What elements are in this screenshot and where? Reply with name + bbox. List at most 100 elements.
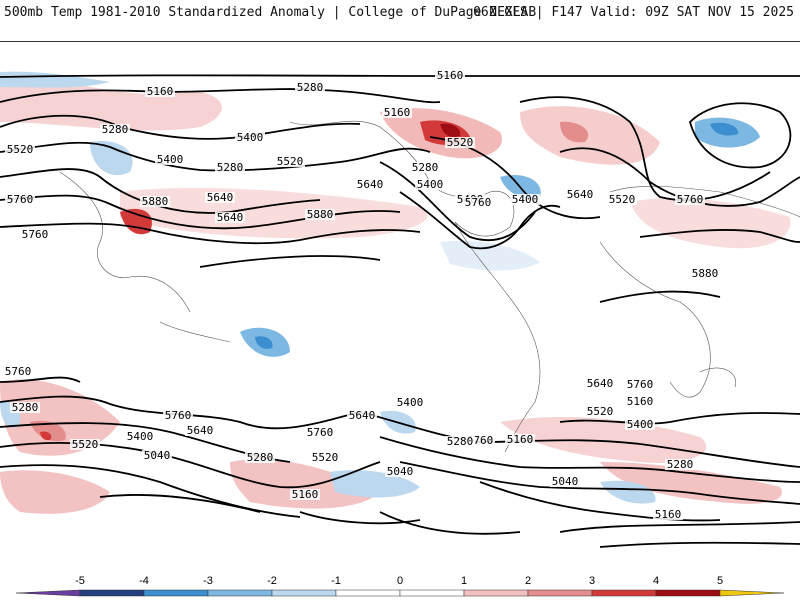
contour-label: 5760	[5, 193, 35, 206]
contour-label-text: 5760	[165, 409, 192, 422]
contour-label: 5160	[435, 69, 465, 82]
contour-label-text: 5880	[692, 267, 719, 280]
contour-label-text: 5520	[312, 451, 339, 464]
contour-label-text: 5280	[102, 123, 129, 136]
contour-label: 5640	[565, 188, 595, 201]
contour-label-text: 5160	[627, 395, 654, 408]
colorbar-tick-label: 2	[525, 575, 531, 587]
contour-label-text: 5160	[437, 69, 464, 82]
contour-label: 5280	[445, 435, 475, 448]
contour-label-text: 5760	[5, 365, 32, 378]
colorbar-swatch	[79, 589, 145, 597]
colorbar-swatch	[143, 589, 209, 597]
contour-label: 5280	[215, 161, 245, 174]
contour-label: 5400	[235, 131, 265, 144]
contour-label: 5400	[625, 418, 655, 431]
contour-label: 5160	[382, 106, 412, 119]
colorbar-swatch	[335, 589, 401, 597]
contour-label-text: 5640	[217, 211, 244, 224]
contour-label: 5160	[653, 508, 683, 521]
colorbar-tick-label: 0	[397, 575, 403, 587]
contour-label-text: 5640	[187, 424, 214, 437]
contour-label-text: 5400	[417, 178, 444, 191]
contour-label: 5160	[625, 395, 655, 408]
colorbar-swatch	[719, 589, 785, 597]
contour-label: 5280	[245, 451, 275, 464]
contour-label-text: 5520	[587, 405, 614, 418]
contour-label: 5640	[355, 178, 385, 191]
contour-label: 5520	[70, 438, 100, 451]
contour-label-text: 5280	[217, 161, 244, 174]
contour-label-text: 5640	[349, 409, 376, 422]
contour-label: 5760	[675, 193, 705, 206]
contour-label: 5280	[100, 123, 130, 136]
contour-label: 5760	[305, 426, 335, 439]
contour-label-text: 5520	[72, 438, 99, 451]
contour-label-text: 5160	[507, 433, 534, 446]
colorbar-swatch	[15, 589, 81, 597]
contour-label: 5760	[20, 228, 50, 241]
contour-label: 5520	[275, 155, 305, 168]
contour-label: 5160	[145, 85, 175, 98]
contour-label-text: 5280	[447, 435, 474, 448]
contour-label: 5400	[415, 178, 445, 191]
contour-label-text: 5760	[627, 378, 654, 391]
contour-label: 5640	[185, 424, 215, 437]
contour-label-text: 5160	[384, 106, 411, 119]
anomaly-map: 5160 5160 5280 5280 5400 5520 5400 5280 5520 5640…	[0, 42, 800, 560]
contour-label: 5520	[445, 136, 475, 149]
contour-label-text: 5040	[144, 449, 171, 462]
contour-label-text: 5520	[447, 136, 474, 149]
contour-label: 5280	[10, 401, 40, 414]
colorbar-swatch	[463, 589, 529, 597]
contour-label: 5880	[305, 208, 335, 221]
contour-label-text: 5400	[127, 430, 154, 443]
contour-label: 5520	[310, 451, 340, 464]
anomaly-shading	[0, 42, 800, 560]
contour-label: 5880	[690, 267, 720, 280]
contour-label-group: 5160 5160 5280 5280 5400 5520 5400 5280 5520 5640…	[3, 69, 720, 521]
contour-label-text: 5760	[465, 196, 492, 209]
contour-label: 5400	[395, 396, 425, 409]
colorbar-swatch	[399, 589, 465, 597]
contour-label: 5760	[463, 196, 493, 209]
colorbar-tick-label: 3	[589, 575, 595, 587]
contour-label: 5520	[607, 193, 637, 206]
contour-label-text: 5280	[297, 81, 324, 94]
contour-label-text: 5640	[567, 188, 594, 201]
contour-label-text: 5520	[7, 143, 34, 156]
contour-label-text: 5760	[7, 193, 34, 206]
contour-label: 5400	[125, 430, 155, 443]
coastlines	[59, 120, 800, 453]
contour-label-text: 5640	[587, 377, 614, 390]
contour-label: 5400	[155, 153, 185, 166]
contour-label-text: 5160	[147, 85, 174, 98]
contour-label-text: 5640	[207, 191, 234, 204]
contour-label: 5880	[140, 195, 170, 208]
contour-label-text: 5400	[627, 418, 654, 431]
contour-label-text: 5520	[277, 155, 304, 168]
contour-label: 5520	[585, 405, 615, 418]
colorbar-swatch	[655, 589, 721, 597]
contour-label-text: 5400	[397, 396, 424, 409]
contour-label-text: 5880	[142, 195, 169, 208]
contour-label: 5280	[665, 458, 695, 471]
contour-label-text: 5880	[307, 208, 334, 221]
contour-label: 5280	[410, 161, 440, 174]
colorbar-tick-label: -4	[139, 575, 149, 587]
contour-label-text: 5280	[12, 401, 39, 414]
colorbar-swatch	[591, 589, 657, 597]
map-title: 500mb Temp 1981-2010 Standardized Anomal…	[4, 5, 537, 20]
colorbar-swatch	[527, 589, 593, 597]
colorbar-tick-label: -3	[203, 575, 213, 587]
contour-label-text: 5160	[655, 508, 682, 521]
colorbar-tick-label: 4	[653, 575, 659, 587]
contour-label-text: 5160	[292, 488, 319, 501]
contour-label: 5040	[550, 475, 580, 488]
contour-label: 5520	[5, 143, 35, 156]
colorbar-swatch	[207, 589, 273, 597]
contour-label: 5040	[142, 449, 172, 462]
contour-label-text: 5400	[157, 153, 184, 166]
contour-label-text: 5760	[307, 426, 334, 439]
colorbar-swatch	[271, 589, 337, 597]
